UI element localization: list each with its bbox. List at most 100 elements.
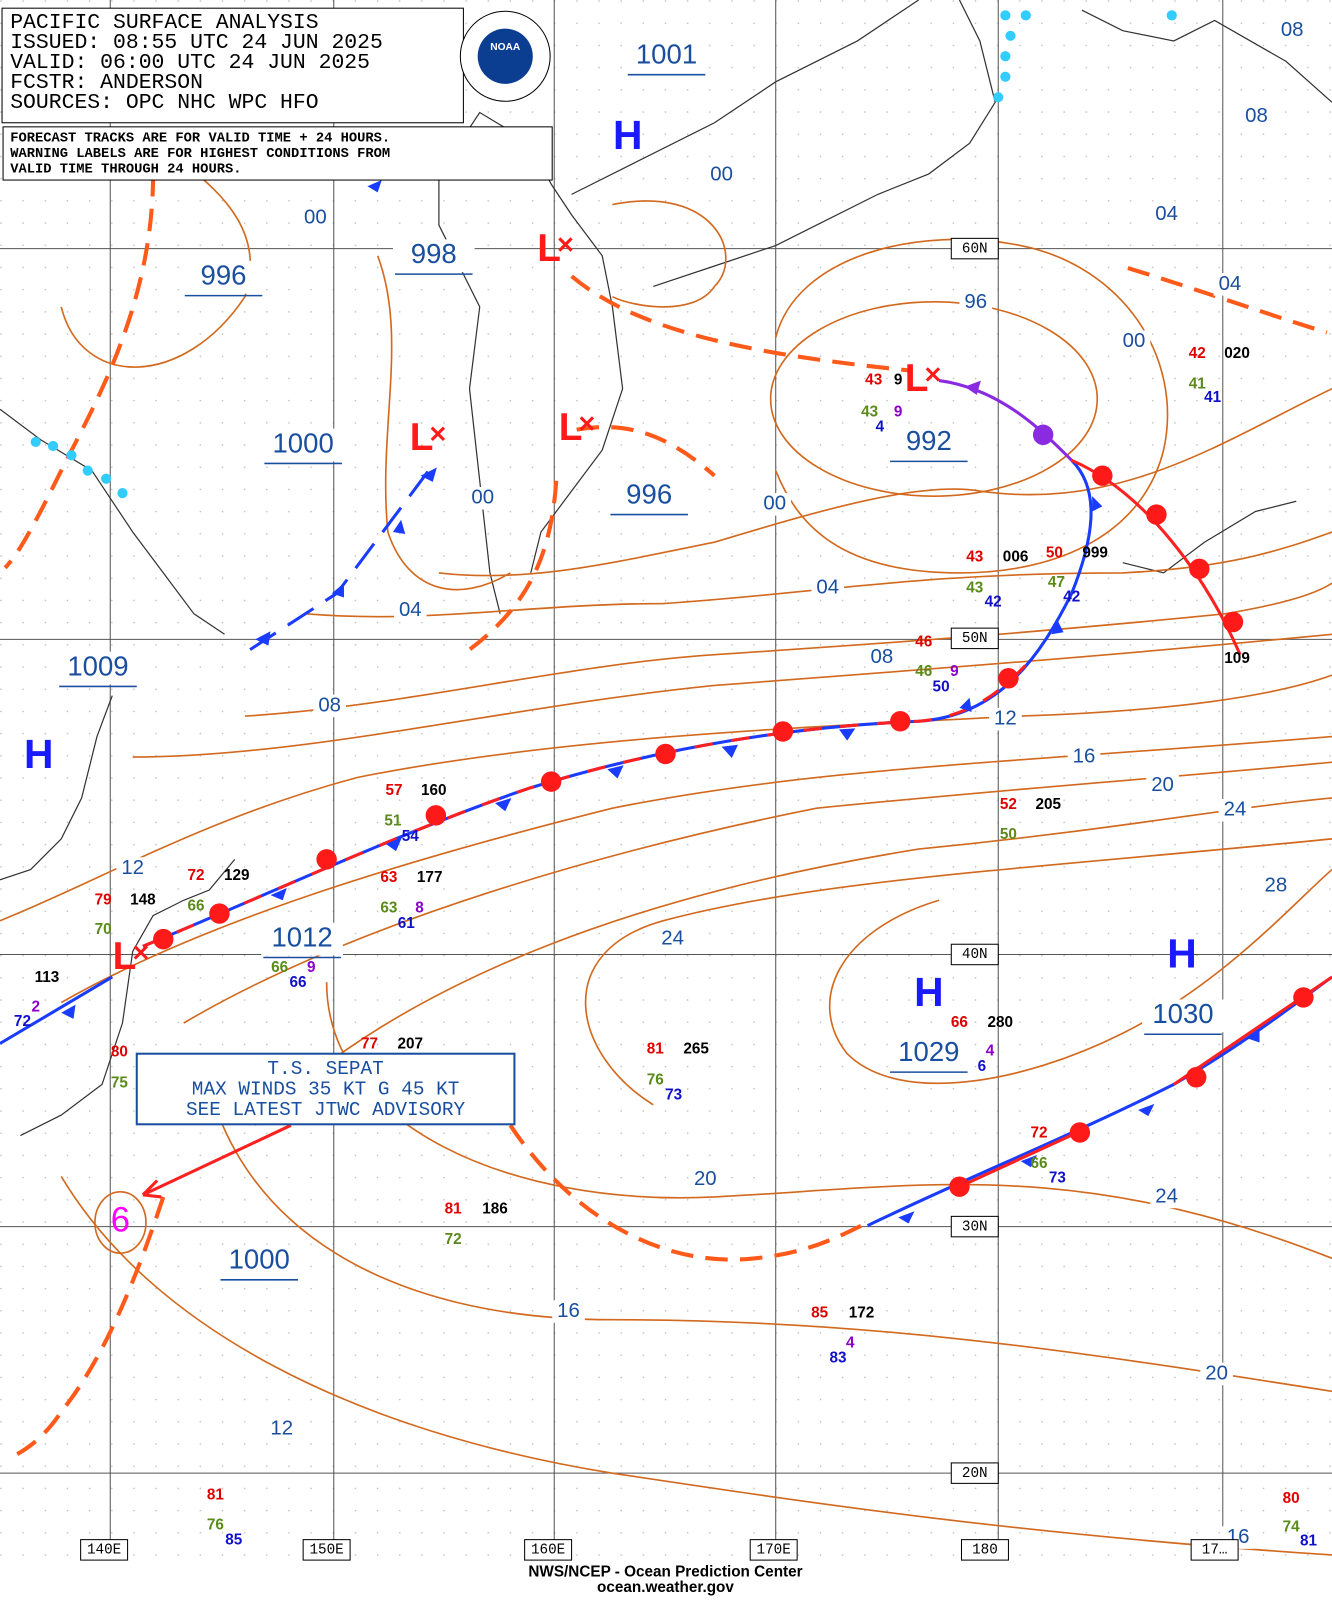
isobar-label: 16 bbox=[557, 1300, 580, 1322]
high-center: H bbox=[914, 969, 943, 1015]
isobar-label: 00 bbox=[304, 206, 327, 228]
isobar-label: 00 bbox=[710, 163, 733, 185]
station-value: 006 bbox=[1003, 549, 1029, 566]
grid-label-bg bbox=[524, 1539, 573, 1561]
station-value: 4 bbox=[846, 1334, 855, 1351]
station-value: 57 bbox=[385, 782, 402, 799]
isobar-label-bg bbox=[865, 646, 899, 670]
storm-text: MAX WINDS 35 KT G 45 KT bbox=[192, 1079, 460, 1101]
low-center: L bbox=[537, 227, 561, 270]
isobar-label: 20 bbox=[1151, 774, 1174, 796]
station-value: 41 bbox=[1204, 389, 1221, 406]
storm-text: SEE LATEST JTWC ADVISORY bbox=[186, 1099, 466, 1121]
station-value: 020 bbox=[1224, 345, 1250, 362]
pressure-label: 996 bbox=[626, 478, 672, 509]
header-line: VALID: 06:00 UTC 24 JUN 2025 bbox=[10, 51, 370, 75]
station-value: 66 bbox=[951, 1014, 968, 1031]
isobar-label-bg bbox=[116, 857, 150, 880]
header-line: SOURCES: OPC NHC WPC HFO bbox=[10, 91, 318, 115]
isobar-label: 00 bbox=[471, 487, 494, 509]
isobar-label-bg bbox=[1259, 874, 1293, 898]
pressure-label-bg bbox=[182, 260, 265, 294]
station-value: 77 bbox=[361, 1036, 378, 1053]
grid-label: 40N bbox=[962, 947, 988, 963]
isobar-label-bg bbox=[656, 927, 689, 951]
isobar-label: 12 bbox=[121, 857, 144, 879]
isobar-label: 24 bbox=[661, 928, 684, 950]
high-center: H bbox=[1167, 930, 1196, 976]
grid-label: 20N bbox=[962, 1466, 988, 1482]
station-value: 43 bbox=[966, 549, 983, 566]
pressure-label-bg bbox=[57, 651, 139, 685]
pressure-label: 992 bbox=[906, 425, 952, 456]
isobar-label-bg bbox=[466, 486, 500, 510]
station-value: 81 bbox=[207, 1487, 224, 1504]
isobar-label-bg bbox=[1150, 203, 1183, 227]
station-value: 72 bbox=[1031, 1125, 1048, 1142]
low-center: L bbox=[905, 357, 929, 400]
station-value: 280 bbox=[988, 1014, 1014, 1031]
isobar-label-bg bbox=[1200, 1362, 1233, 1386]
isobar-label: 12 bbox=[270, 1418, 293, 1440]
station-value: 42 bbox=[1189, 345, 1206, 362]
station-value: 54 bbox=[402, 828, 419, 845]
station-value: 66 bbox=[290, 974, 307, 991]
station-value: 63 bbox=[380, 899, 397, 916]
isobar-label-bg bbox=[1146, 774, 1179, 797]
isobar-label-bg bbox=[1240, 105, 1273, 128]
isobar-label: 00 bbox=[763, 493, 786, 515]
low-x bbox=[579, 416, 595, 431]
header-line: FCSTR: ANDERSON bbox=[10, 71, 203, 95]
station-value: 43 bbox=[861, 403, 878, 420]
station-value: 8 bbox=[415, 899, 424, 916]
troughs bbox=[3, 173, 1328, 1460]
station-value: 160 bbox=[421, 782, 447, 799]
grid-label: 170E bbox=[757, 1543, 791, 1559]
isobar-label: 04 bbox=[399, 599, 422, 621]
grid-label: 150E bbox=[309, 1543, 343, 1559]
station-value: 61 bbox=[398, 915, 415, 932]
station-value: 52 bbox=[1000, 796, 1017, 813]
header-note: WARNING LABELS ARE FOR HIGHEST CONDITION… bbox=[10, 147, 390, 162]
pressure-label: 996 bbox=[201, 259, 247, 290]
pressure-label: 1030 bbox=[1152, 998, 1213, 1029]
storm-text: T.S. SEPAT bbox=[267, 1058, 383, 1080]
station-value: 50 bbox=[1046, 544, 1063, 561]
station-value: 129 bbox=[224, 867, 250, 884]
station-value: 186 bbox=[482, 1200, 508, 1217]
pressure-label: 1000 bbox=[273, 427, 334, 458]
station-value: 66 bbox=[271, 959, 288, 976]
grid-label: 180 bbox=[972, 1543, 998, 1559]
footer-text: ocean.weather.gov bbox=[597, 1579, 734, 1596]
isobar-label: 08 bbox=[1281, 19, 1304, 41]
station-value: 72 bbox=[14, 1013, 31, 1030]
isobars bbox=[0, 163, 1332, 1556]
pressure-label-bg bbox=[1142, 999, 1224, 1033]
front-symbols bbox=[30, 10, 1314, 1224]
grid-label: 30N bbox=[962, 1219, 988, 1235]
isobar-label: 96 bbox=[964, 291, 987, 313]
low-x bbox=[430, 426, 446, 441]
grid-label-bg bbox=[950, 1215, 999, 1238]
grid-label-bg bbox=[749, 1539, 798, 1561]
isobar-label-bg bbox=[959, 291, 993, 315]
low-center: L bbox=[113, 935, 137, 978]
station-value: 207 bbox=[398, 1036, 424, 1053]
station-value: 9 bbox=[307, 959, 316, 976]
low-x bbox=[925, 367, 941, 382]
isobar-label-bg bbox=[313, 694, 347, 718]
station-value: 148 bbox=[130, 891, 156, 908]
isobar-label-bg bbox=[758, 493, 792, 516]
footer-band bbox=[0, 1560, 1332, 1600]
pressure-label-bg bbox=[625, 39, 708, 73]
isobar-label: 08 bbox=[871, 646, 894, 668]
station-value: 63 bbox=[380, 869, 397, 886]
station-value: 43 bbox=[966, 579, 983, 596]
station-value: 2 bbox=[31, 999, 40, 1016]
isobar-label: 00 bbox=[1123, 330, 1146, 352]
station-value: 80 bbox=[111, 1044, 128, 1061]
isobar-label: 20 bbox=[1205, 1362, 1228, 1384]
isobar-label-bg bbox=[1117, 330, 1151, 353]
storm-track bbox=[141, 1123, 292, 1199]
isobar-label-bg bbox=[1067, 745, 1101, 769]
